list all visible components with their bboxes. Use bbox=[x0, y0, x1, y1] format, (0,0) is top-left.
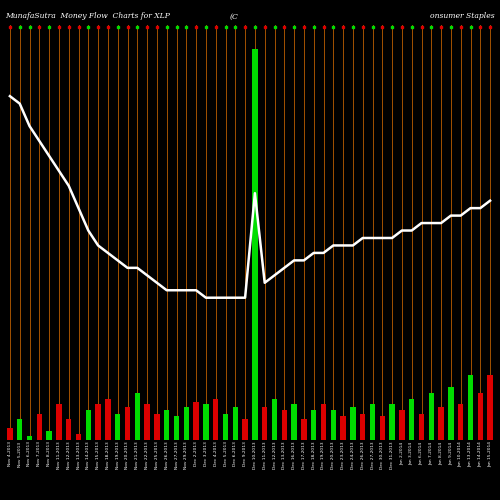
Bar bbox=[350, 407, 356, 440]
Text: onsumer Staples: onsumer Staples bbox=[430, 12, 494, 20]
Bar bbox=[76, 434, 81, 440]
Bar bbox=[17, 418, 22, 440]
Bar bbox=[242, 418, 248, 440]
Bar bbox=[27, 436, 32, 440]
Bar bbox=[301, 418, 306, 440]
Bar bbox=[252, 48, 258, 440]
Bar bbox=[380, 416, 385, 440]
Bar bbox=[203, 404, 208, 440]
Bar bbox=[232, 407, 238, 440]
Bar bbox=[292, 404, 297, 440]
Bar bbox=[478, 392, 483, 440]
Bar bbox=[46, 430, 52, 440]
Bar bbox=[125, 407, 130, 440]
Bar bbox=[164, 410, 170, 440]
Bar bbox=[330, 410, 336, 440]
Bar bbox=[154, 414, 160, 440]
Bar bbox=[56, 404, 62, 440]
Bar bbox=[174, 416, 179, 440]
Bar bbox=[321, 404, 326, 440]
Bar bbox=[468, 375, 473, 440]
Bar bbox=[409, 398, 414, 440]
Bar bbox=[194, 402, 199, 440]
Bar bbox=[282, 410, 287, 440]
Bar bbox=[36, 414, 42, 440]
Bar bbox=[448, 386, 454, 440]
Bar bbox=[115, 414, 120, 440]
Bar bbox=[184, 407, 189, 440]
Bar bbox=[458, 404, 464, 440]
Bar bbox=[428, 392, 434, 440]
Bar bbox=[272, 398, 277, 440]
Bar bbox=[134, 392, 140, 440]
Bar bbox=[262, 407, 268, 440]
Bar bbox=[105, 398, 110, 440]
Bar bbox=[399, 410, 404, 440]
Text: MunafaSutra  Money Flow  Charts for XLP: MunafaSutra Money Flow Charts for XLP bbox=[5, 12, 170, 20]
Bar bbox=[370, 404, 375, 440]
Bar bbox=[390, 404, 395, 440]
Bar bbox=[223, 414, 228, 440]
Bar bbox=[213, 398, 218, 440]
Bar bbox=[438, 407, 444, 440]
Text: (C: (C bbox=[230, 12, 239, 20]
Bar bbox=[488, 375, 493, 440]
Bar bbox=[7, 428, 12, 440]
Bar bbox=[340, 416, 346, 440]
Bar bbox=[360, 414, 366, 440]
Bar bbox=[144, 404, 150, 440]
Bar bbox=[96, 404, 101, 440]
Bar bbox=[66, 418, 71, 440]
Bar bbox=[419, 414, 424, 440]
Bar bbox=[311, 410, 316, 440]
Bar bbox=[86, 410, 91, 440]
